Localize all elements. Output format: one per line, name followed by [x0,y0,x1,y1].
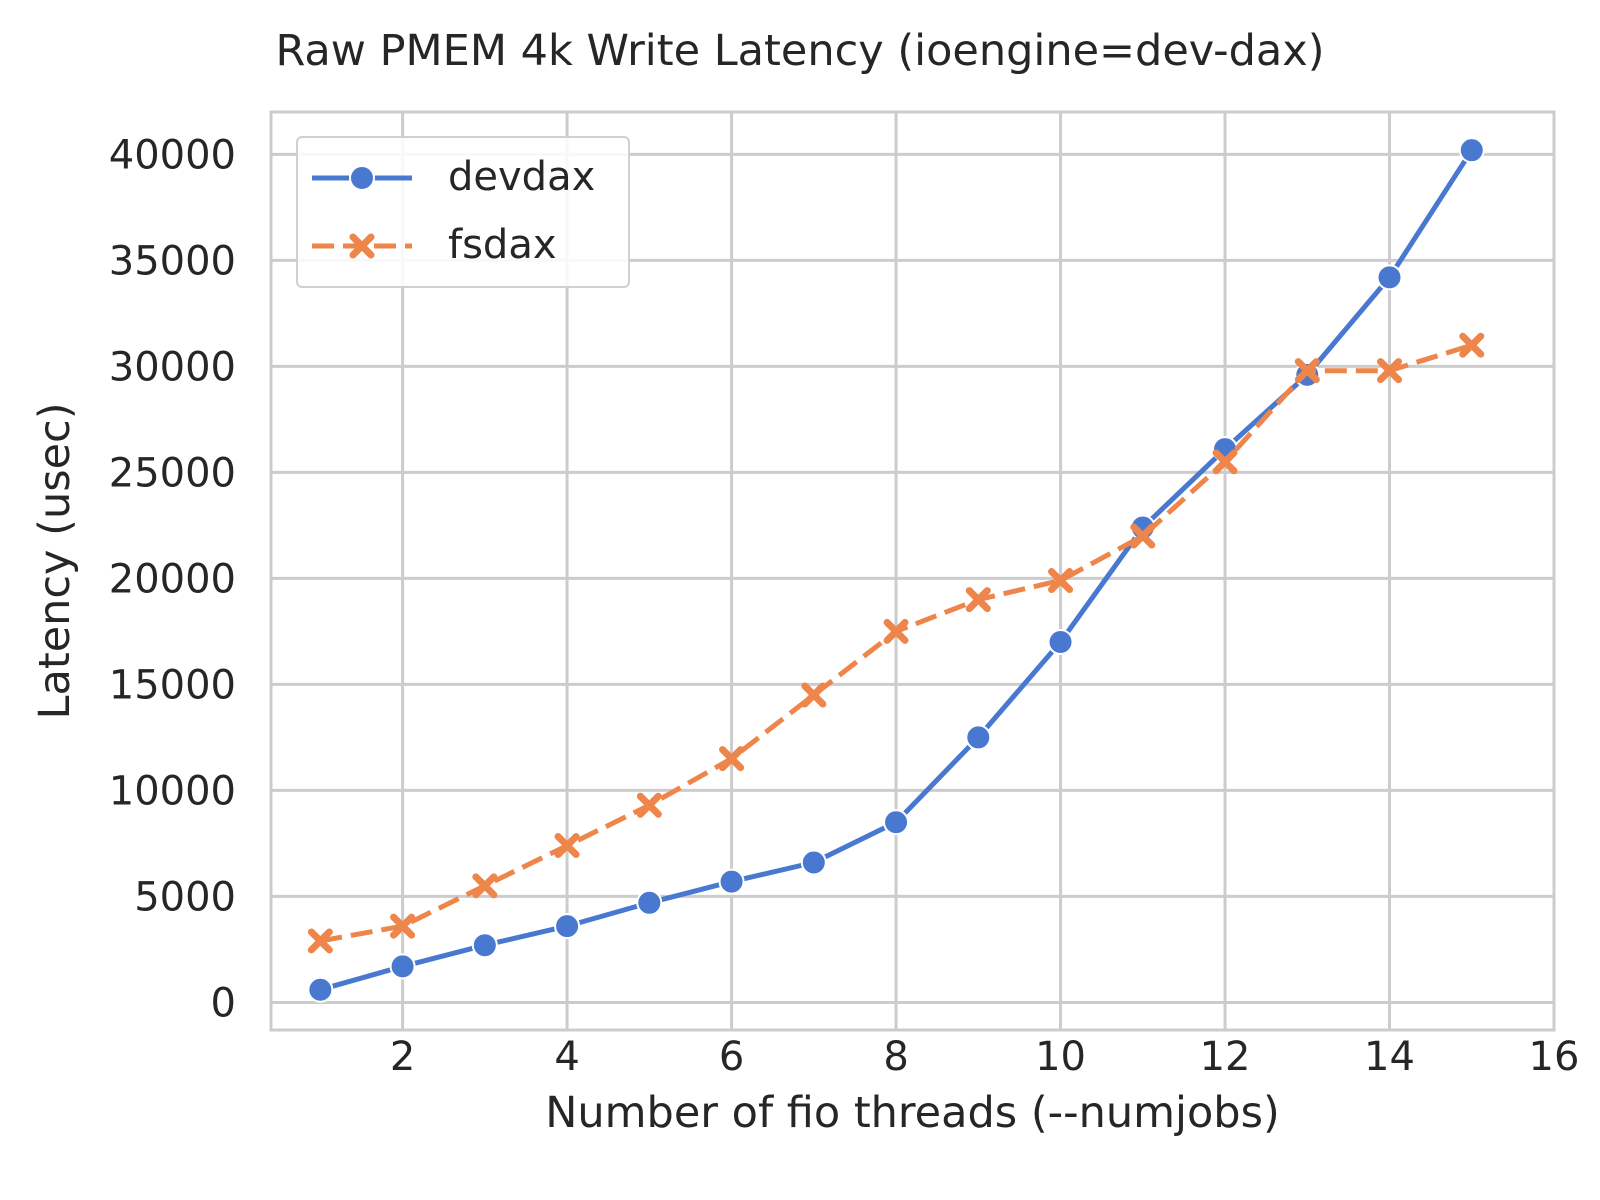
data-point-fsdax [472,873,498,899]
data-point-devdax [389,953,416,980]
data-point-devdax [636,889,663,916]
data-point-fsdax [1130,523,1156,549]
y-tick-label: 20000 [109,556,236,602]
legend-item-fsdax: fsdax [298,216,628,276]
data-point-fsdax [554,833,580,859]
y-tick-label: 15000 [109,662,236,708]
x-tick-labels: 2 4 6 8 10 12 14 16 [390,1034,1580,1080]
y-tick-label: 25000 [109,450,236,496]
data-point-devdax [1458,137,1485,164]
data-point-devdax [1376,264,1403,291]
legend-label-devdax: devdax [448,154,596,200]
y-tick-label: 30000 [109,344,236,390]
data-point-devdax [800,849,827,876]
data-point-devdax [883,809,910,836]
x-tick-label: 4 [554,1034,579,1080]
x-tick-label: 2 [390,1034,415,1080]
chart-title: Raw PMEM 4k Write Latency (ioengine=dev-… [275,26,1325,76]
x-tick-label: 8 [883,1034,908,1080]
data-point-fsdax [636,792,662,818]
legend-fsdax-marker-icon [312,233,412,259]
legend-item-devdax: devdax [298,148,628,208]
data-point-devdax [471,932,498,959]
data-point-fsdax [1212,449,1238,475]
y-tick-label: 5000 [134,874,236,920]
legend: devdax fsdax [296,136,630,288]
data-point-devdax [718,868,745,895]
x-tick-label: 6 [719,1034,744,1080]
y-tick-label: 0 [211,980,236,1026]
x-tick-label: 12 [1200,1034,1251,1080]
data-point-fsdax [965,587,991,613]
y-tick-label: 10000 [109,768,236,814]
data-point-fsdax [1459,332,1485,358]
data-point-fsdax [390,913,416,939]
legend-devdax-marker-icon [312,165,412,191]
data-point-devdax [965,724,992,751]
data-point-fsdax [1377,358,1403,384]
data-point-fsdax [1294,358,1320,384]
data-point-devdax [1047,629,1074,656]
y-axis-label: Latency (usec) [30,402,80,720]
data-point-fsdax [1048,568,1074,594]
x-tick-label: 16 [1529,1034,1580,1080]
data-point-fsdax [801,682,827,708]
series-layer [307,137,1485,1003]
data-point-fsdax [719,746,745,772]
plot-frame [269,110,1556,1032]
data-point-devdax [554,913,581,940]
legend-label-fsdax: fsdax [448,222,557,268]
data-point-devdax [307,976,334,1003]
y-tick-labels: 0 5000 10000 15000 20000 25000 30000 35000 40000 [109,132,236,1026]
x-tick-label: 14 [1364,1034,1415,1080]
data-point-fsdax [307,928,333,954]
x-tick-label: 10 [1035,1034,1086,1080]
x-axis-label: Number of fio threads (--numjobs) [545,1088,1280,1138]
y-tick-label: 35000 [109,238,236,284]
y-tick-label: 40000 [109,132,236,178]
data-point-fsdax [883,618,909,644]
